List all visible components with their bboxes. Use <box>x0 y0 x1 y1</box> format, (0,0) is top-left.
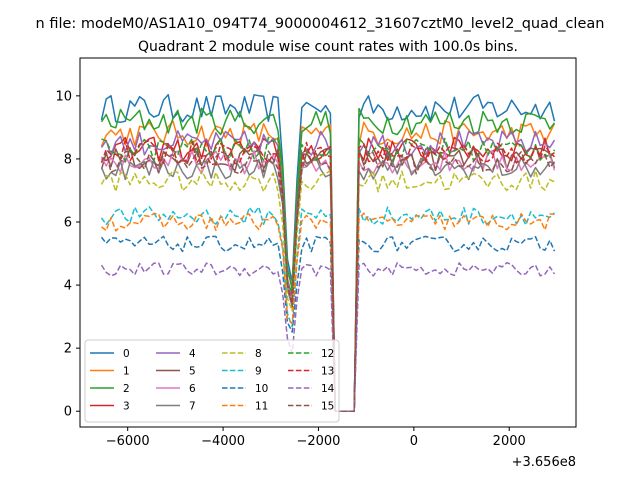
x-tick-label: 0 <box>410 434 418 449</box>
legend-label-3: 3 <box>123 401 130 413</box>
legend-label-11: 11 <box>255 401 268 413</box>
plot-frame <box>79 57 577 428</box>
series-line-15 <box>100 150 556 412</box>
legend-label-14: 14 <box>321 383 335 395</box>
legend-label-13: 13 <box>321 366 334 378</box>
x-tick-label: 2000 <box>493 434 526 449</box>
x-tick-label: −6000 <box>106 434 150 449</box>
legend-label-7: 7 <box>189 401 196 413</box>
legend-box <box>84 339 340 423</box>
y-tick-label: 8 <box>64 152 72 167</box>
legend-label-8: 8 <box>255 348 262 360</box>
series-line-9 <box>100 206 556 412</box>
legend-label-2: 2 <box>123 383 130 395</box>
legend-label-15: 15 <box>321 401 334 413</box>
legend-label-0: 0 <box>123 348 130 360</box>
legend-label-5: 5 <box>189 366 196 378</box>
x-tick-label: −2000 <box>296 434 340 449</box>
x-offset-label: +3.656e8 <box>512 455 576 470</box>
legend-label-10: 10 <box>255 383 268 395</box>
series-layer <box>100 93 556 412</box>
series-line-4 <box>100 130 556 412</box>
series-line-0 <box>100 93 556 412</box>
legend-label-9: 9 <box>255 366 262 378</box>
legend-label-4: 4 <box>189 348 196 360</box>
y-tick-label: 6 <box>64 216 72 231</box>
series-line-14 <box>100 261 556 412</box>
y-tick-label: 0 <box>64 405 72 420</box>
series-line-7 <box>100 156 555 412</box>
figure-suptitle: n file: modeM0/AS1A10_094T74_9000004612_… <box>36 16 605 32</box>
series-line-2 <box>100 107 556 412</box>
chart-title: Quadrant 2 module wise count rates with … <box>138 39 518 55</box>
series-line-13 <box>100 139 556 412</box>
legend-label-12: 12 <box>321 348 334 360</box>
legend-label-6: 6 <box>189 383 196 395</box>
y-tick-label: 2 <box>64 342 72 357</box>
series-line-8 <box>100 169 555 412</box>
x-tick-label: −4000 <box>201 434 245 449</box>
y-tick-label: 10 <box>55 89 72 104</box>
series-line-10 <box>100 235 556 412</box>
y-tick-label: 4 <box>64 279 72 294</box>
legend-label-1: 1 <box>123 366 130 378</box>
